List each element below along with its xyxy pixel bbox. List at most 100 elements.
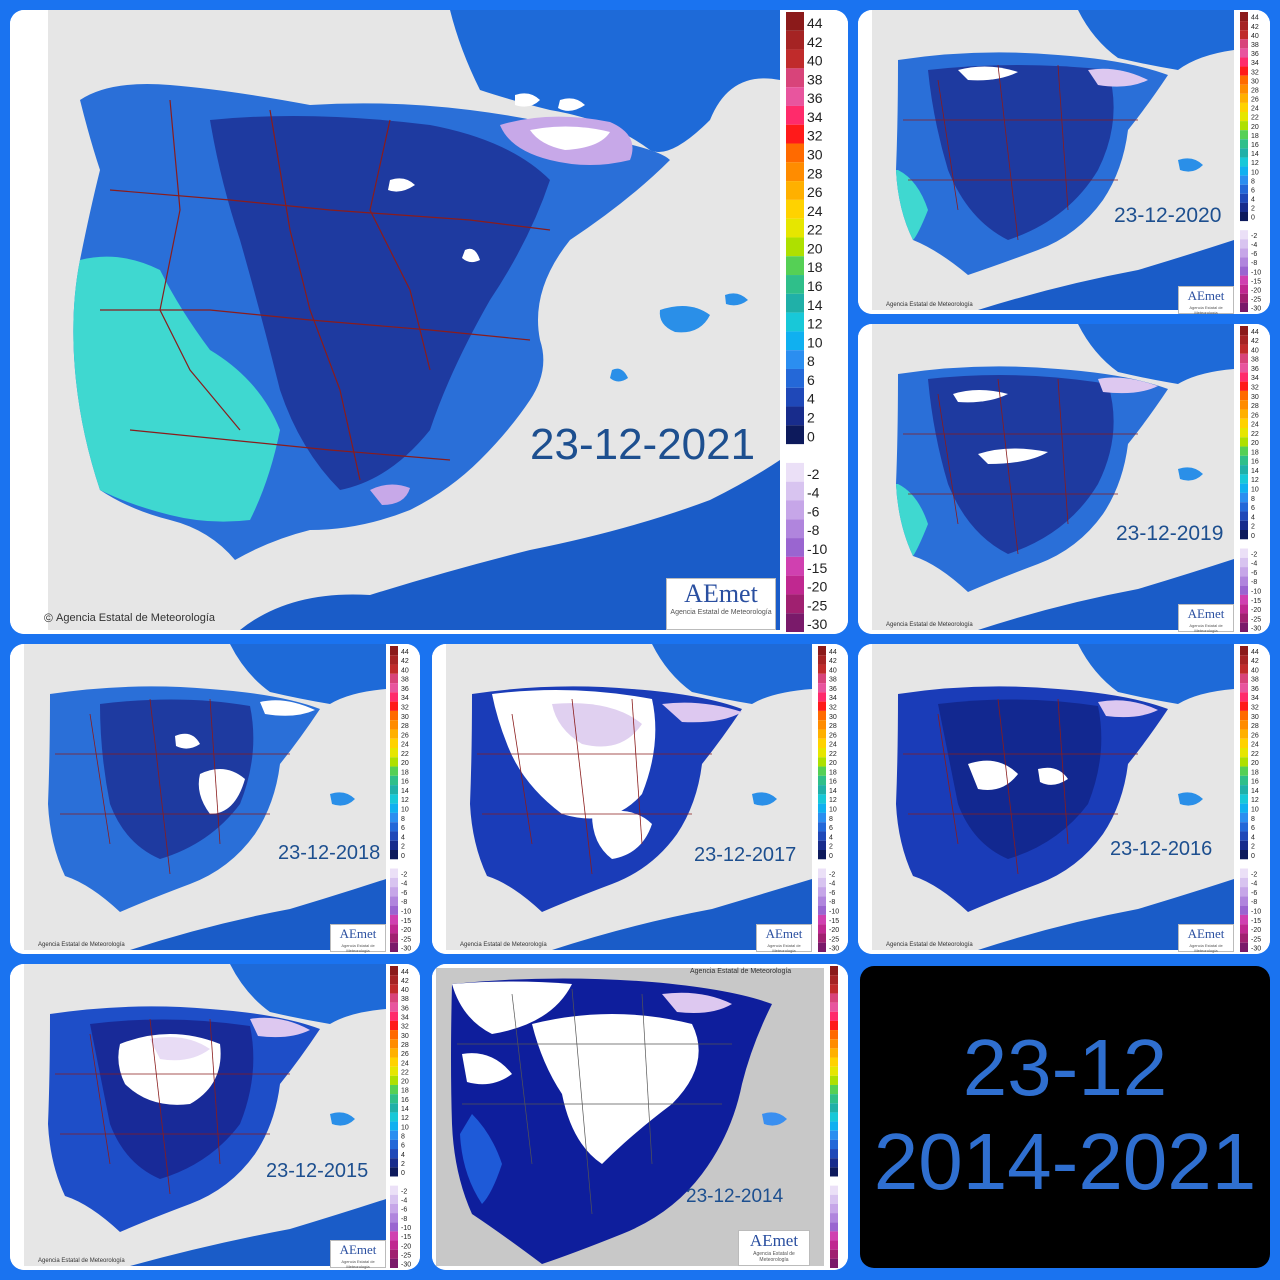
legend-tick-label: 16 [1251,142,1259,149]
legend-tick-label: 30 [401,1033,409,1040]
legend-tick-label: -8 [401,1216,407,1223]
legend-swatch [1240,57,1248,67]
legend-tick-label: 24 [401,1060,409,1067]
legend-tick-label: 34 [401,695,409,702]
legend-swatch [830,1158,838,1168]
legend-swatch [1240,511,1248,521]
legend-tick-label: -4 [1251,561,1257,568]
legend-tick-label: 40 [401,667,409,674]
aemet-logo: AEmet Agencia Estatal de Meteorología [666,578,776,630]
legend-swatch [818,701,826,711]
legend-tick-label: -6 [401,890,407,897]
legend-tick-label: -4 [401,881,407,888]
legend-tick-label: 40 [1251,347,1259,354]
legend-tick-label: 12 [401,797,409,804]
legend-swatch [1240,720,1248,730]
legend-swatch [1240,905,1248,915]
legend-tick-label: 4 [1251,834,1255,841]
summary-tile: 23-12 2014-2021 [860,966,1270,1268]
legend-swatch [390,646,398,656]
legend-tick-label: 44 [1251,649,1259,656]
legend-tick-label: -2 [401,1188,407,1195]
legend-swatch [1240,212,1248,222]
legend-tick-label: 32 [829,705,837,712]
legend-tick-label: -30 [807,616,827,632]
legend-tick-label: 8 [401,816,405,823]
legend-tick-label: 20 [829,760,837,767]
legend-tick-label: 0 [401,853,405,860]
legend-swatch [390,1130,398,1140]
legend-tick-label: -10 [829,909,839,916]
legend-tick-label: -15 [829,918,839,925]
legend-swatch [1240,121,1248,131]
legend-swatch [818,850,826,860]
legend-swatch [1240,757,1248,767]
legend-swatch [1240,257,1248,267]
legend-swatch [830,1094,838,1104]
legend-swatch [818,720,826,730]
legend-swatch [830,1066,838,1076]
legend-swatch [830,1020,838,1031]
legend-tick-label: 36 [807,90,823,106]
temperature-map-2018 [10,644,420,954]
legend-tick-label: 8 [807,353,815,369]
legend-swatch [1240,93,1248,103]
legend-swatch [1240,455,1248,466]
legend-swatch [390,655,398,665]
legend-tick-label: 4 [807,391,815,407]
legend-tick-label: 20 [401,760,409,767]
map-date-2020: 23-12-2020 [1114,204,1222,227]
legend-tick-label: 24 [1251,106,1259,113]
legend-tick-label: -4 [1251,881,1257,888]
legend-tick-label: 34 [807,109,823,125]
legend-swatch [1240,850,1248,860]
legend-tick-label: 28 [1251,403,1259,410]
legend-swatch [390,1167,398,1177]
legend-swatch [390,1149,398,1159]
legend-tick-label: 6 [1251,505,1255,512]
legend-swatch [1240,822,1248,832]
legend-swatch [1240,840,1248,850]
legend-tick-label: 22 [807,222,823,238]
legend-swatch [390,877,398,888]
legend-swatch [1240,465,1248,475]
legend-swatch [830,1075,838,1085]
temperature-legend-2021: 4442403836343230282624222018161412108642… [786,12,827,632]
legend-swatch [818,812,826,823]
legend-swatch [1240,924,1248,934]
legend-swatch [1240,942,1248,952]
legend-tick-label: 22 [401,751,409,758]
legend-tick-label: -10 [1251,589,1261,596]
legend-tick-label: 20 [1251,440,1259,447]
legend-tick-label: 14 [401,1106,409,1113]
legend-swatch [818,942,826,952]
legend-tick-label: 42 [1251,338,1259,345]
legend-tick-label: 18 [1251,133,1259,140]
legend-tick-label: -4 [401,1198,407,1205]
legend-tick-label: 16 [807,278,823,294]
legend-swatch [786,256,804,276]
legend-tick-label: -2 [829,871,835,878]
legend-swatch [1240,326,1248,336]
legend-tick-label: 40 [401,987,409,994]
legend-swatch [786,124,804,144]
legend-tick-label: 38 [1251,677,1259,684]
legend-swatch [830,1103,838,1113]
map-panel-2021: 23-12-2021 Agencia Estatal de Meteorolog… [10,10,848,634]
legend-swatch [390,1057,398,1067]
legend-tick-label: 28 [401,1042,409,1049]
legend-tick-label: -15 [1251,598,1261,605]
legend-tick-label: -20 [401,1243,411,1250]
legend-swatch [390,664,398,674]
legend-tick-label: -20 [829,927,839,934]
legend-swatch [786,162,804,182]
legend-swatch [1240,266,1248,276]
legend-tick-label: -8 [829,899,835,906]
legend-swatch [818,794,826,804]
temperature-map-2020 [858,10,1270,314]
legend-swatch [1240,483,1248,493]
legend-tick-label: 8 [1251,816,1255,823]
legend-tick-label: 12 [807,316,823,332]
legend-swatch [1240,148,1248,158]
legend-tick-label: -20 [401,927,411,934]
